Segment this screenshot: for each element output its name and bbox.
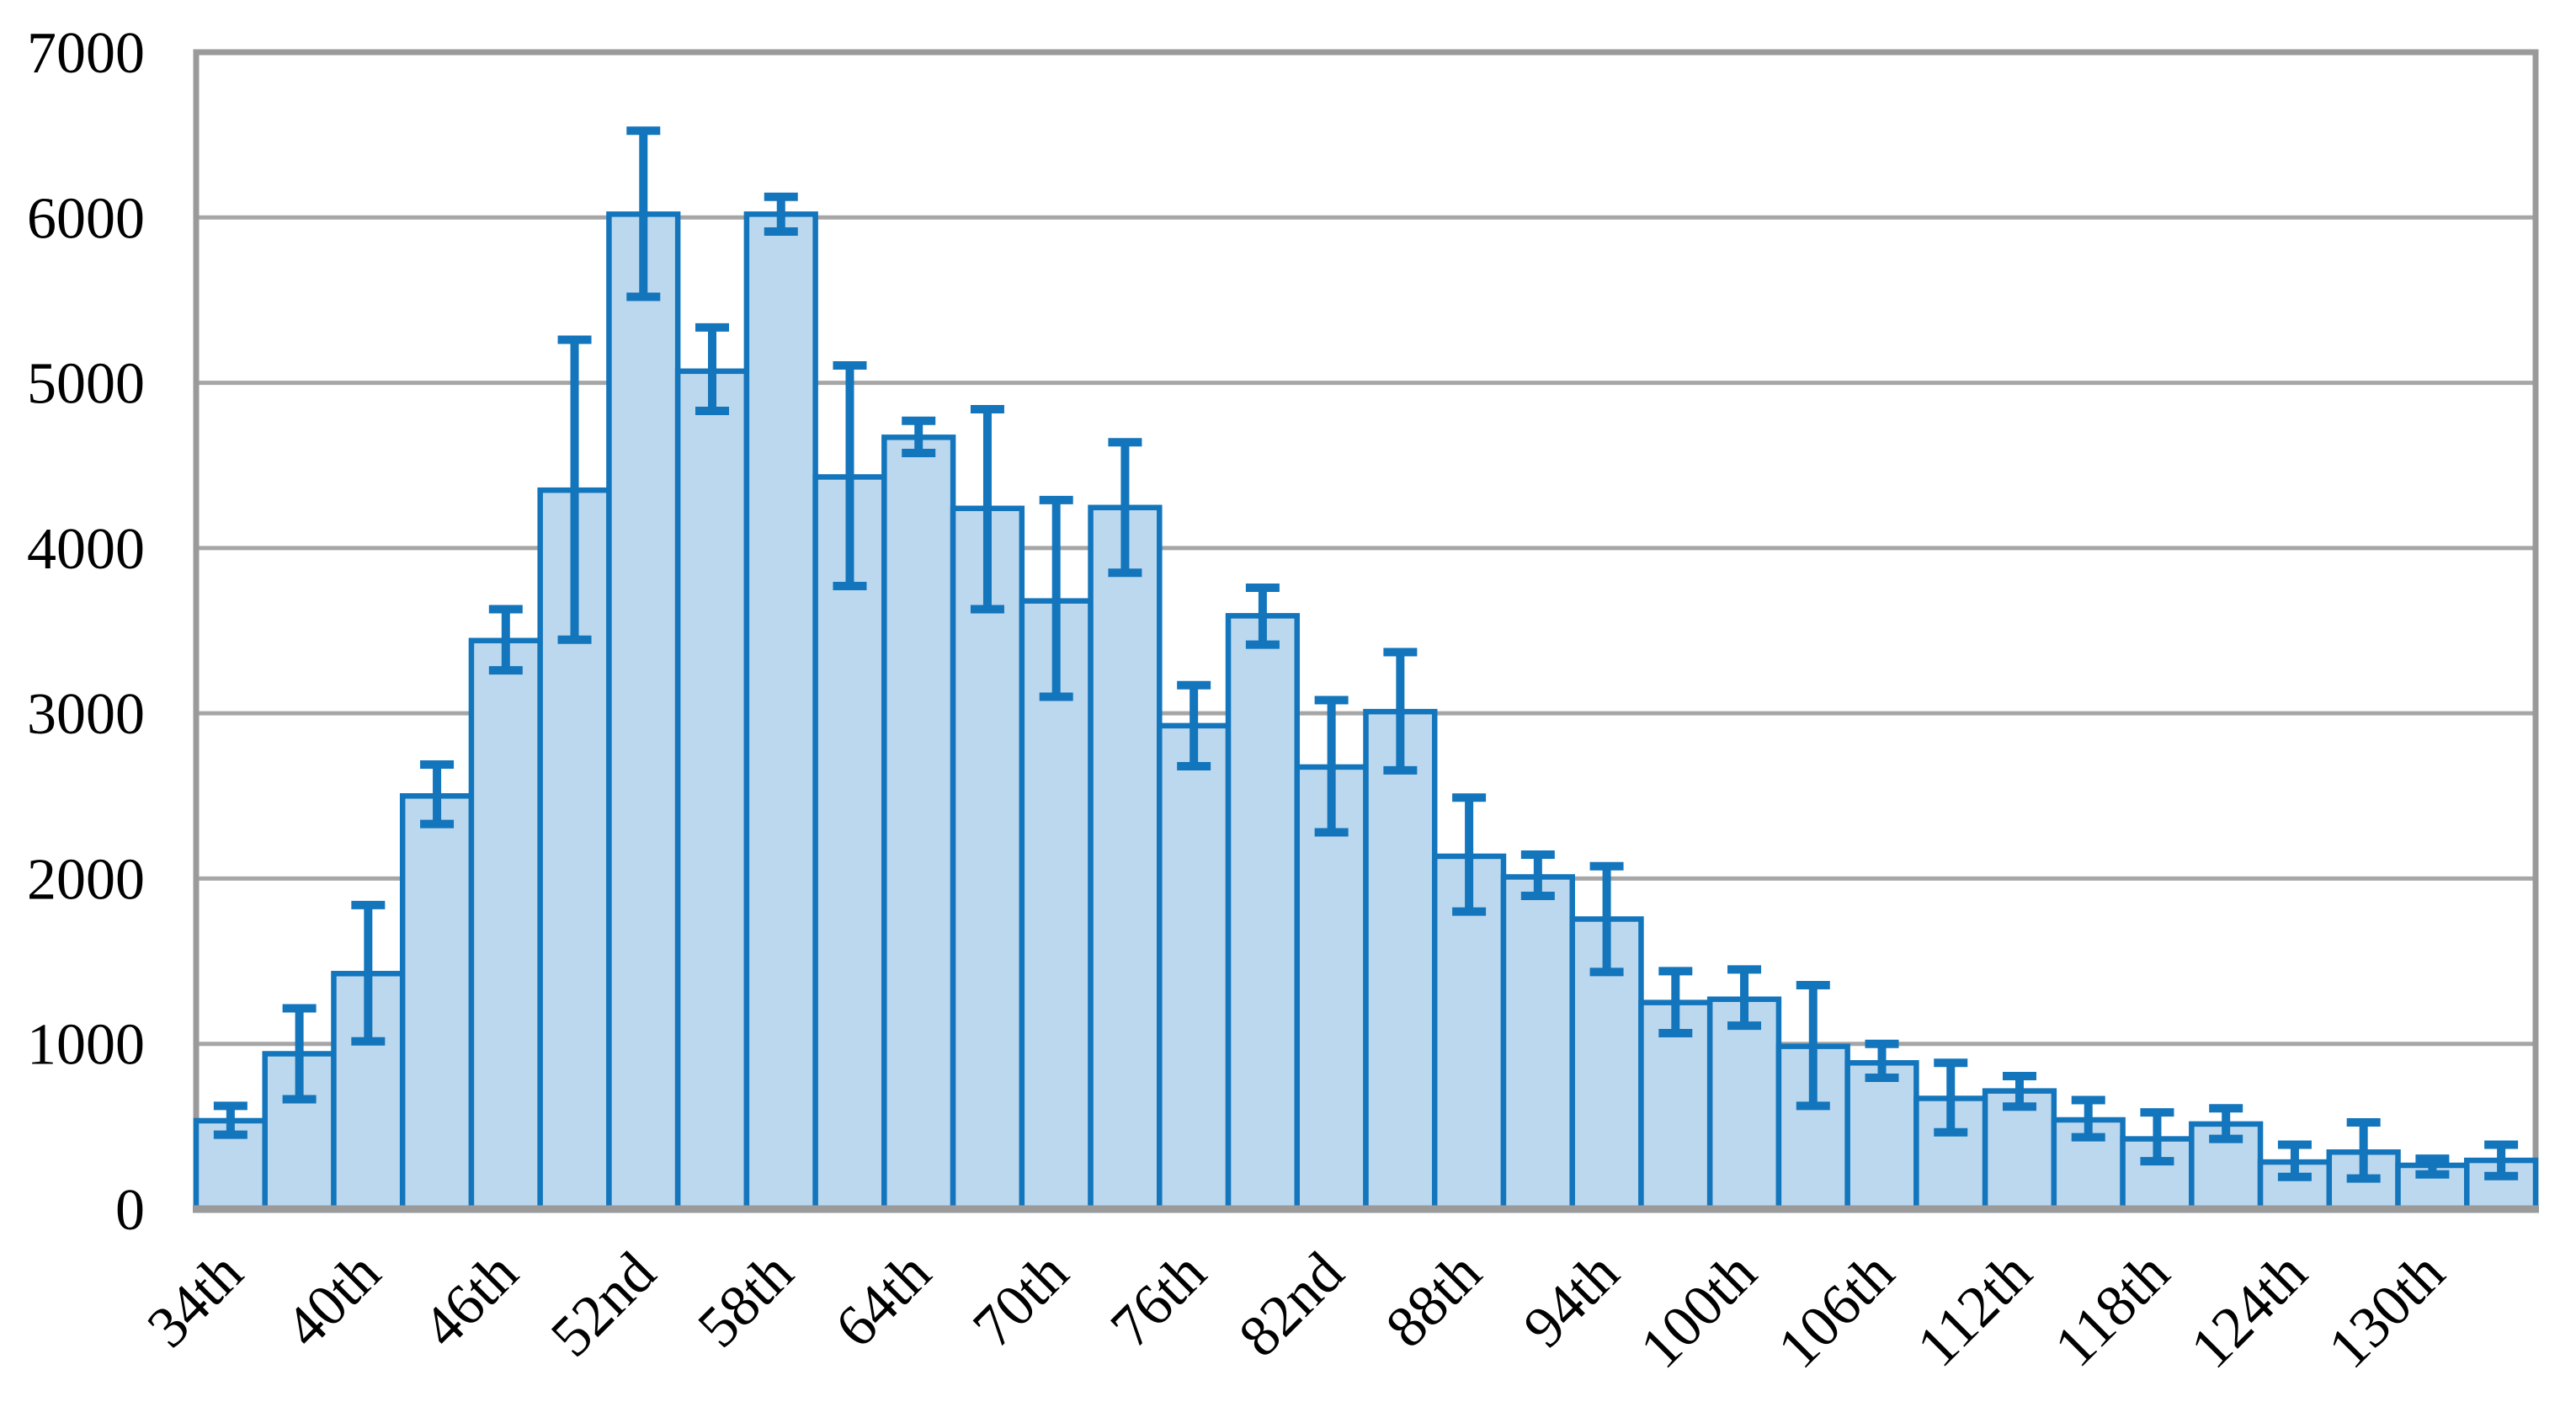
y-tick-label: 2000 [27, 847, 145, 912]
x-tick-label: 70th [961, 1240, 1081, 1360]
x-tick-label: 112th [1905, 1240, 2044, 1379]
x-tick-label: 130th [2317, 1240, 2457, 1381]
y-tick-label: 7000 [27, 21, 145, 86]
x-tick-label: 94th [1511, 1240, 1631, 1360]
bar [399, 793, 475, 1212]
bar [1088, 504, 1163, 1212]
x-tick-label: 82nd [1227, 1240, 1356, 1369]
bar [1500, 874, 1575, 1212]
x-tick-label: 106th [1766, 1240, 1907, 1381]
bar [1706, 996, 1782, 1212]
bar [1225, 613, 1301, 1212]
bar [950, 505, 1025, 1212]
y-tick-label: 3000 [27, 682, 145, 747]
x-tick-label: 100th [1628, 1240, 1769, 1381]
y-tick-label: 5000 [27, 352, 145, 417]
bar [881, 434, 956, 1212]
x-tick-label: 58th [686, 1240, 806, 1360]
x-tick-label: 124th [2179, 1240, 2319, 1381]
x-tick-label: 52nd [539, 1240, 668, 1369]
y-tick-label: 6000 [27, 186, 145, 251]
bar [606, 211, 681, 1212]
bar [1157, 722, 1232, 1212]
x-tick-label: 88th [1374, 1240, 1493, 1360]
x-tick-label: 46th [411, 1240, 530, 1360]
x-tick-label: 118th [2042, 1240, 2181, 1379]
bar [1363, 708, 1438, 1212]
y-tick-label: 0 [115, 1178, 145, 1243]
y-tick-label: 4000 [27, 517, 145, 582]
bar [743, 211, 818, 1212]
bar [1844, 1060, 1919, 1212]
x-tick-label: 34th [136, 1240, 255, 1360]
y-tick-label: 1000 [27, 1013, 145, 1078]
bar [674, 368, 750, 1212]
x-tick-label: 64th [823, 1240, 943, 1360]
bar [468, 637, 543, 1212]
x-tick-label: 40th [273, 1240, 392, 1360]
x-tick-label: 76th [1099, 1240, 1218, 1360]
